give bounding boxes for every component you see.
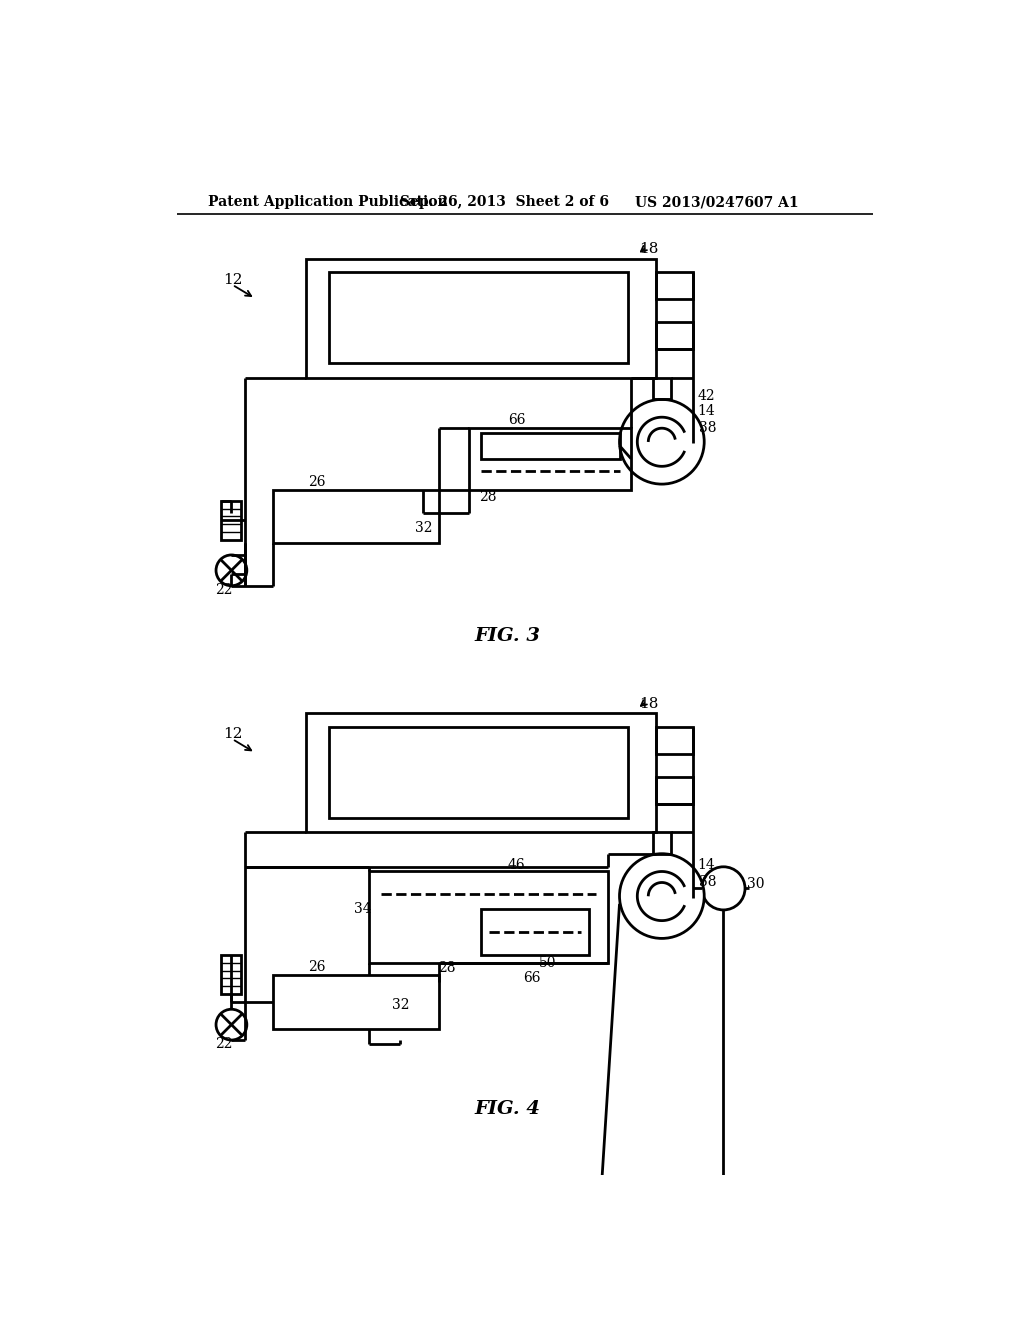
Text: 50: 50	[539, 956, 556, 970]
Text: 12: 12	[223, 273, 243, 286]
Bar	[273, 490, 438, 544]
Text: FIG. 3: FIG. 3	[475, 627, 541, 644]
Text: 42: 42	[697, 388, 715, 403]
Bar	[306, 713, 656, 832]
Text: 66: 66	[508, 413, 525, 428]
Bar	[306, 259, 656, 378]
Text: 22: 22	[215, 582, 232, 597]
Circle shape	[216, 554, 247, 586]
Text: Sep. 26, 2013  Sheet 2 of 6: Sep. 26, 2013 Sheet 2 of 6	[400, 195, 609, 210]
Bar	[330, 726, 628, 817]
Text: 22: 22	[215, 1038, 232, 1051]
Circle shape	[216, 1010, 247, 1040]
Text: 28: 28	[479, 490, 497, 504]
Text: 34: 34	[354, 902, 372, 916]
Bar	[481, 433, 620, 459]
Text: 38: 38	[698, 875, 717, 890]
Bar	[481, 909, 589, 956]
Text: 18: 18	[639, 243, 658, 256]
Text: 14: 14	[697, 858, 715, 873]
Text: 46: 46	[508, 858, 525, 873]
Text: 14: 14	[697, 404, 715, 418]
Bar	[656, 322, 693, 350]
Bar	[652, 832, 671, 854]
Bar	[221, 502, 242, 540]
Text: 32: 32	[416, 521, 433, 535]
Circle shape	[620, 400, 705, 484]
Text: 12: 12	[223, 727, 243, 742]
Text: 18: 18	[639, 697, 658, 710]
Bar	[469, 428, 631, 490]
Text: 66: 66	[523, 972, 541, 986]
Text: Patent Application Publication: Patent Application Publication	[208, 195, 447, 210]
Text: FIG. 4: FIG. 4	[475, 1101, 541, 1118]
Circle shape	[620, 854, 705, 939]
Bar	[656, 272, 693, 300]
Text: 26: 26	[307, 475, 326, 488]
Text: 26: 26	[307, 960, 326, 974]
Bar	[652, 378, 671, 400]
Circle shape	[701, 867, 745, 909]
Text: 30: 30	[746, 876, 764, 891]
Bar	[273, 974, 438, 1028]
Text: 38: 38	[698, 421, 717, 434]
Bar	[656, 726, 693, 754]
Bar	[370, 871, 608, 964]
Text: 32: 32	[392, 998, 410, 1012]
Text: US 2013/0247607 A1: US 2013/0247607 A1	[635, 195, 799, 210]
Bar	[656, 776, 693, 804]
Bar	[330, 272, 628, 363]
Bar	[221, 956, 242, 994]
Text: 28: 28	[438, 961, 456, 975]
